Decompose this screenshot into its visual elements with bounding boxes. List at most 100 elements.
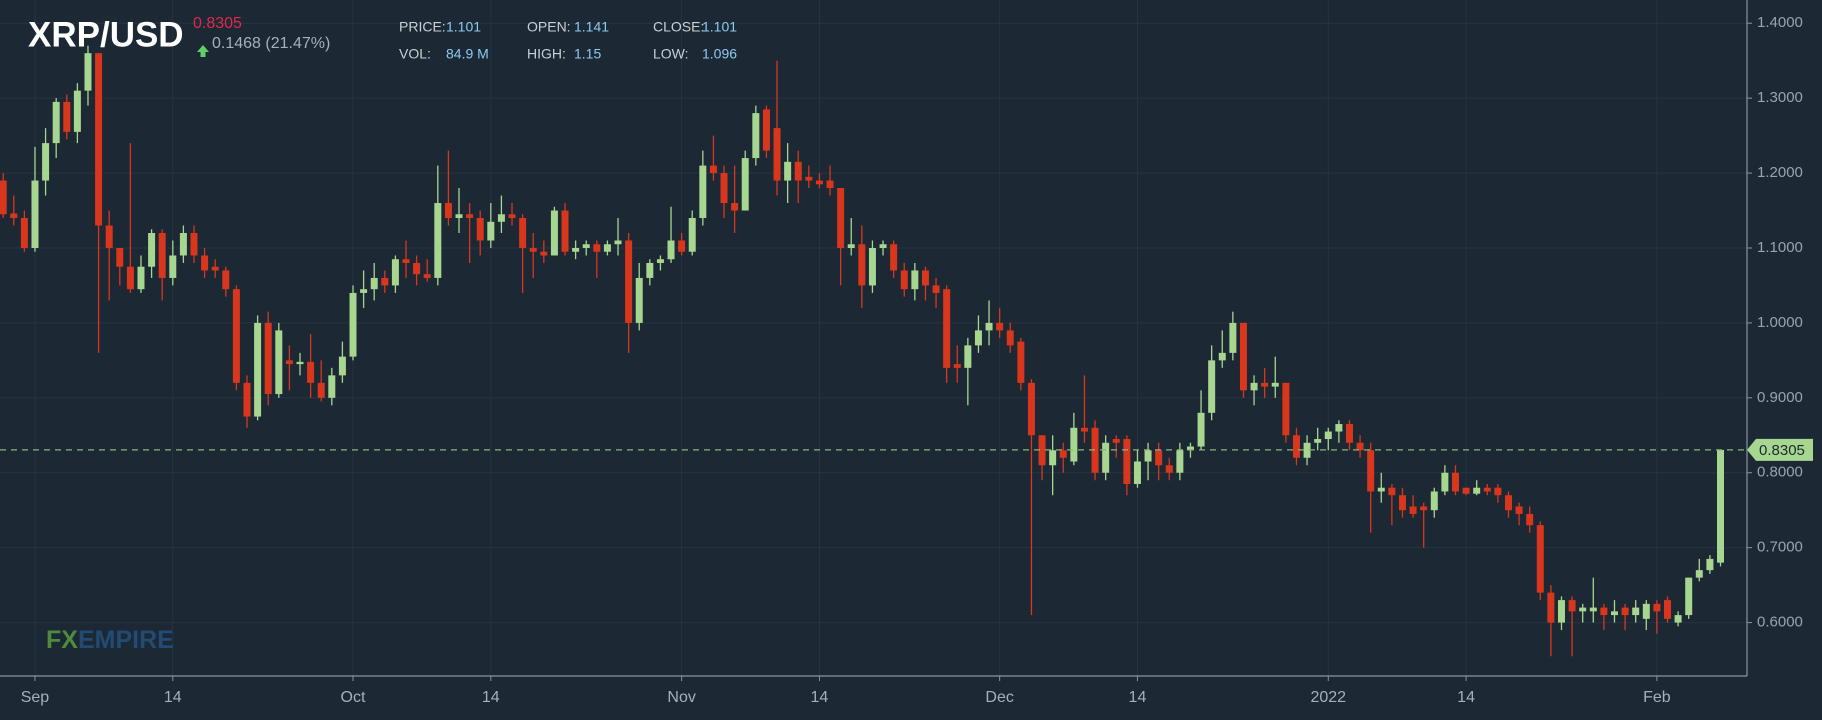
candle-body — [540, 251, 548, 256]
candle-body — [1674, 615, 1682, 623]
candle-body — [1155, 450, 1163, 466]
candle-body — [264, 322, 272, 395]
x-tick-label: 14 — [811, 689, 829, 706]
candle-body — [741, 158, 749, 211]
candle-body — [444, 203, 452, 219]
candle-body — [31, 180, 39, 248]
stat-value: 1.15 — [574, 46, 601, 62]
candle-body — [10, 213, 18, 219]
stat-value: 1.141 — [574, 19, 609, 35]
header-change: 0.1468 (21.47%) — [212, 35, 330, 52]
y-tick-label: 1.4000 — [1757, 14, 1803, 31]
candle-body — [1133, 461, 1141, 484]
candle-body — [1420, 506, 1428, 511]
candle-body — [1398, 495, 1406, 511]
candle-body — [148, 233, 156, 267]
candle-body — [1642, 603, 1650, 619]
candle-body — [0, 180, 7, 215]
stat-value: 1.101 — [446, 19, 481, 35]
candle-body — [593, 244, 601, 252]
candle-body — [158, 233, 166, 278]
stat-value: 1.096 — [702, 46, 737, 62]
candle-body — [784, 161, 792, 181]
candle-body — [1515, 506, 1523, 514]
candle-body — [1409, 506, 1417, 514]
candle-body — [487, 221, 495, 241]
candle-body — [1345, 424, 1353, 443]
candle-body — [529, 247, 537, 252]
candle-body — [1059, 450, 1067, 458]
candle-body — [508, 214, 516, 219]
candle-body — [762, 109, 770, 151]
candle-body — [1303, 442, 1311, 458]
candle-body — [953, 364, 961, 368]
candle-body — [63, 101, 71, 132]
candle-body — [254, 322, 262, 417]
candle-body — [52, 101, 60, 144]
watermark-fx: FX — [46, 626, 78, 654]
stat-label: VOL: — [399, 46, 431, 62]
candle-body — [201, 255, 209, 271]
candle-body — [232, 289, 240, 383]
last-price-tag — [1747, 438, 1813, 461]
candle-body — [243, 382, 251, 417]
stat-value: 84.9 M — [446, 46, 489, 62]
candle-body — [1462, 487, 1470, 494]
x-tick-label: Dec — [985, 689, 1013, 706]
candle-body — [1123, 439, 1131, 484]
candle-body — [1335, 424, 1343, 432]
candle-body — [900, 270, 908, 290]
candle-body — [1282, 382, 1290, 436]
candle-body — [402, 259, 410, 263]
candle-body — [1706, 558, 1714, 571]
candle-body — [391, 259, 399, 286]
candle-body — [73, 90, 81, 132]
candle-body — [879, 244, 887, 248]
candle-body — [95, 53, 103, 226]
candle-body — [1494, 487, 1502, 496]
x-tick-label: Sep — [21, 689, 50, 706]
candle-body — [1049, 450, 1057, 466]
overlay: 0.8305 — [0, 438, 1813, 461]
candle-body — [550, 210, 558, 256]
candle-body — [1685, 577, 1693, 616]
y-tick-label: 1.2000 — [1757, 164, 1803, 181]
candle-body — [413, 262, 421, 275]
candle-body — [519, 218, 527, 248]
x-tick-label: Nov — [667, 689, 695, 706]
candle-body — [1208, 360, 1216, 413]
candle-body — [858, 244, 866, 286]
candle-body — [943, 289, 951, 368]
candle-body — [1610, 611, 1618, 616]
candle-body — [614, 240, 622, 245]
candle-body — [1388, 487, 1396, 496]
x-tick-label: Oct — [341, 689, 366, 706]
candle-body — [847, 244, 855, 248]
candle-body — [1314, 439, 1322, 443]
candle-body — [985, 322, 993, 331]
candle-body — [116, 247, 124, 267]
candle-body — [1716, 449, 1724, 563]
candle-body — [169, 255, 177, 278]
candle-body — [1536, 525, 1544, 593]
candle-body — [688, 218, 696, 252]
candle-body — [656, 259, 664, 263]
candle-body — [1632, 607, 1640, 616]
candle-body — [1526, 513, 1534, 526]
candle-body — [635, 277, 643, 323]
candle-body — [932, 285, 940, 293]
candle-body — [1367, 450, 1375, 492]
header-price: 0.8305 — [193, 15, 242, 32]
candle-body — [126, 266, 134, 290]
candle-body — [1017, 341, 1025, 383]
candle-body — [1441, 472, 1449, 492]
watermark-empire: EMPIRE — [78, 626, 174, 654]
candle-body — [1197, 412, 1205, 447]
candle-body — [275, 330, 283, 395]
candle-body — [1292, 435, 1300, 458]
candle-body — [1176, 450, 1184, 473]
candle-body — [190, 233, 198, 256]
candle-body — [1621, 607, 1629, 616]
candle-body — [1430, 491, 1438, 511]
candle-body — [709, 165, 717, 174]
